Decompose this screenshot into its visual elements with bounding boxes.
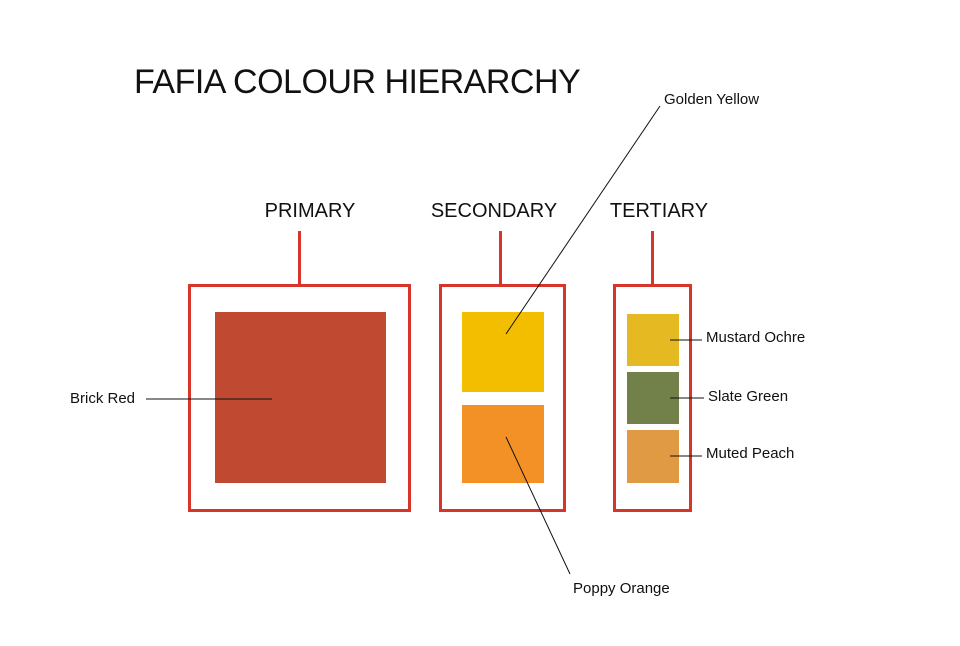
primary-connector <box>298 231 301 284</box>
label-poppy-orange: Poppy Orange <box>573 580 670 597</box>
swatch-muted-peach <box>627 430 679 483</box>
swatch-brick-red <box>215 312 386 483</box>
heading-secondary: SECONDARY <box>430 200 558 222</box>
label-slate-green: Slate Green <box>708 388 789 405</box>
label-mustard-ochre: Mustard Ochre <box>706 329 806 346</box>
diagram-title: FAFIA COLOUR HIERARCHY <box>134 63 581 101</box>
label-golden-yellow: Golden Yellow <box>664 91 760 108</box>
swatch-slate-green <box>627 372 679 424</box>
secondary-connector <box>499 231 502 284</box>
swatch-golden-yellow <box>462 312 544 392</box>
swatch-mustard-ochre <box>627 314 679 366</box>
heading-primary: PRIMARY <box>264 200 356 222</box>
heading-tertiary: TERTIARY <box>609 200 709 222</box>
label-brick-red: Brick Red <box>70 390 136 407</box>
secondary-group-frame <box>439 284 566 512</box>
label-muted-peach: Muted Peach <box>706 445 795 462</box>
primary-group-frame <box>188 284 411 512</box>
tertiary-connector <box>651 231 654 284</box>
swatch-poppy-orange <box>462 405 544 483</box>
